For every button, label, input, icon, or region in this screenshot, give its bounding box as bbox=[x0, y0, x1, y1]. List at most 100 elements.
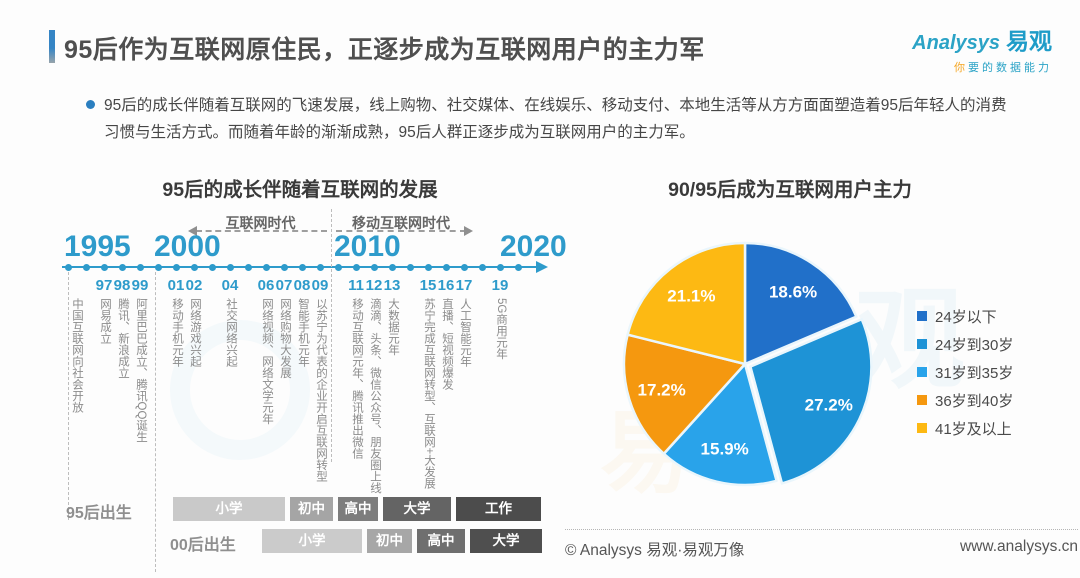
timeline-dot bbox=[262, 264, 270, 271]
timeline-dot bbox=[388, 264, 396, 271]
timeline-dot bbox=[424, 264, 432, 271]
legend-item-24岁以下: 24岁以下 bbox=[917, 302, 1013, 330]
pie-chart: 18.6% 27.2% 15.9% 17.2% 21.1% bbox=[622, 241, 873, 487]
stage-bar-小学: 小学 bbox=[262, 529, 362, 553]
timeline-tick-98: 98 bbox=[113, 277, 131, 294]
timeline-event-1998: 腾讯、新浪成立 bbox=[117, 298, 129, 379]
timeline-dot bbox=[406, 264, 414, 271]
pie-slice-24岁以下 bbox=[743, 241, 858, 366]
timeline-tick-17: 17 bbox=[455, 277, 473, 294]
page-title: 95后作为互联网原住民，正逐步成为互联网用户的主力军 bbox=[64, 36, 705, 64]
birth-row-label-0: 95后出生 bbox=[66, 505, 132, 522]
timeline-event-2013: 大数据元年 bbox=[387, 298, 399, 356]
pie-slice-31岁到35岁 bbox=[662, 362, 778, 487]
timeline-tick-13: 13 bbox=[383, 277, 401, 294]
legend-item-31岁到35岁: 31岁到35岁 bbox=[917, 358, 1013, 386]
timeline-event-2002: 网络游戏兴起 bbox=[189, 298, 201, 367]
legend-swatch-icon bbox=[917, 395, 927, 405]
timeline-event-1999: 阿里巴巴成立、腾讯QQ诞生 bbox=[135, 298, 147, 443]
timeline-dot bbox=[154, 264, 162, 271]
timeline-tick-11: 11 bbox=[348, 277, 364, 294]
timeline-title: 95后的成长伴随着互联网的发展 bbox=[162, 179, 438, 201]
legend-item-24岁到30岁: 24岁到30岁 bbox=[917, 330, 1013, 358]
timeline-year-2000: 2000 bbox=[154, 230, 221, 263]
timeline-tick-09: 09 bbox=[311, 277, 329, 294]
timeline-tick-06: 06 bbox=[257, 277, 275, 294]
timeline-dot bbox=[226, 264, 234, 271]
birth-row-label-1: 00后出生 bbox=[170, 537, 236, 554]
timeline-dot bbox=[100, 264, 108, 271]
legend-label: 31岁到35岁 bbox=[935, 364, 1014, 382]
timeline-year-2010: 2010 bbox=[334, 230, 401, 263]
timeline-event-2011: 移动互联网元年、腾讯推出微信 bbox=[351, 298, 363, 459]
pie-slice-24岁到30岁 bbox=[749, 318, 873, 485]
timeline-dot bbox=[172, 264, 180, 271]
timeline-event-2019: 5G商用元年 bbox=[495, 298, 507, 360]
timeline-dot bbox=[136, 264, 144, 271]
legend-item-36岁到40岁: 36岁到40岁 bbox=[917, 386, 1013, 414]
stage-bar-高中: 高中 bbox=[417, 529, 465, 553]
arrow-left-icon bbox=[188, 226, 197, 236]
logo-brand-cn: 易观 bbox=[1006, 28, 1052, 54]
legend-item-41岁及以上: 41岁及以上 bbox=[917, 414, 1013, 442]
timeline-dot bbox=[118, 264, 126, 271]
logo-tagline: 你要的数据能力 bbox=[912, 59, 1052, 75]
footer-website[interactable]: www.analysys.cn bbox=[959, 538, 1078, 555]
logo-tagline-first-char: 你 bbox=[954, 62, 968, 74]
dashed-guide-2 bbox=[331, 209, 332, 462]
timeline-dot bbox=[64, 264, 72, 271]
legend-swatch-icon bbox=[917, 339, 927, 349]
timeline-tick-12: 12 bbox=[365, 277, 383, 294]
intro-text: 95后的成长伴随着互联网的飞速发展，线上购物、社交媒体、在线娱乐、移动支付、本地… bbox=[104, 97, 1007, 141]
timeline-tick-19: 19 bbox=[491, 277, 509, 294]
timeline-tick-04: 04 bbox=[221, 277, 239, 294]
pie-value-label: 18.6% bbox=[769, 282, 817, 301]
pie-value-label: 27.2% bbox=[805, 396, 853, 415]
dashed-guide-0 bbox=[68, 272, 69, 520]
logo-brand: Analysys 易观 bbox=[912, 22, 1052, 56]
timeline-event-2001: 移动手机元年 bbox=[171, 298, 183, 367]
timeline-event-2007: 网络购物大发展 bbox=[279, 298, 291, 379]
pie-legend: 24岁以下 24岁到30岁 31岁到35岁 36岁到40岁 41岁及以上 bbox=[917, 302, 1013, 442]
birth-row-bars-0: 小学 初中 高中 大学 工作 bbox=[173, 497, 541, 521]
logo-brand-en: Analysys bbox=[912, 32, 1000, 54]
timeline-tick-15: 15 bbox=[419, 277, 437, 294]
timeline-dot bbox=[82, 264, 90, 271]
timeline-event-2017: 人工智能元年 bbox=[459, 298, 471, 367]
legend-swatch-icon bbox=[917, 311, 927, 321]
pie-slice-41岁及以上 bbox=[626, 241, 747, 366]
timeline-dot bbox=[370, 264, 378, 271]
title-accent-bar bbox=[49, 30, 55, 63]
timeline-dot bbox=[496, 264, 504, 271]
bullet-icon bbox=[86, 100, 95, 109]
era-mobile-label: 移动互联网时代 bbox=[352, 215, 450, 231]
arrow-right-icon bbox=[464, 226, 473, 236]
stage-bar-小学: 小学 bbox=[173, 497, 285, 521]
era-mobile-arrow-line bbox=[336, 230, 466, 232]
era-internet-label: 互联网时代 bbox=[225, 215, 296, 231]
footer-copyright: © Analysys 易观·易观万像 bbox=[565, 542, 745, 559]
legend-swatch-icon bbox=[917, 423, 927, 433]
timeline-tick-01: 01 bbox=[167, 277, 185, 294]
stage-bar-大学: 大学 bbox=[383, 497, 451, 521]
timeline-dot bbox=[316, 264, 324, 271]
timeline-dot bbox=[280, 264, 288, 271]
timeline-tick-16: 16 bbox=[437, 277, 455, 294]
timeline-axis-arrow-icon bbox=[536, 261, 548, 273]
timeline-tick-99: 99 bbox=[131, 277, 149, 294]
dashed-guide-1 bbox=[155, 272, 156, 572]
footer: © Analysys 易观·易观万像 www.analysys.cn bbox=[565, 529, 1078, 560]
stage-bar-初中: 初中 bbox=[367, 529, 412, 553]
timeline-year-2020: 2020 bbox=[500, 230, 567, 263]
timeline-dot bbox=[334, 264, 342, 271]
pie-value-label: 17.2% bbox=[638, 380, 686, 399]
timeline-event-2008: 智能手机元年 bbox=[297, 298, 309, 367]
timeline-dot bbox=[460, 264, 468, 271]
timeline-dot bbox=[478, 264, 486, 271]
legend-label: 36岁到40岁 bbox=[935, 392, 1014, 410]
era-internet-arrow-line bbox=[196, 230, 327, 232]
timeline-tick-07: 07 bbox=[275, 277, 293, 294]
analysys-logo: Analysys 易观 你要的数据能力 bbox=[912, 22, 1052, 75]
timeline-dot bbox=[190, 264, 198, 271]
